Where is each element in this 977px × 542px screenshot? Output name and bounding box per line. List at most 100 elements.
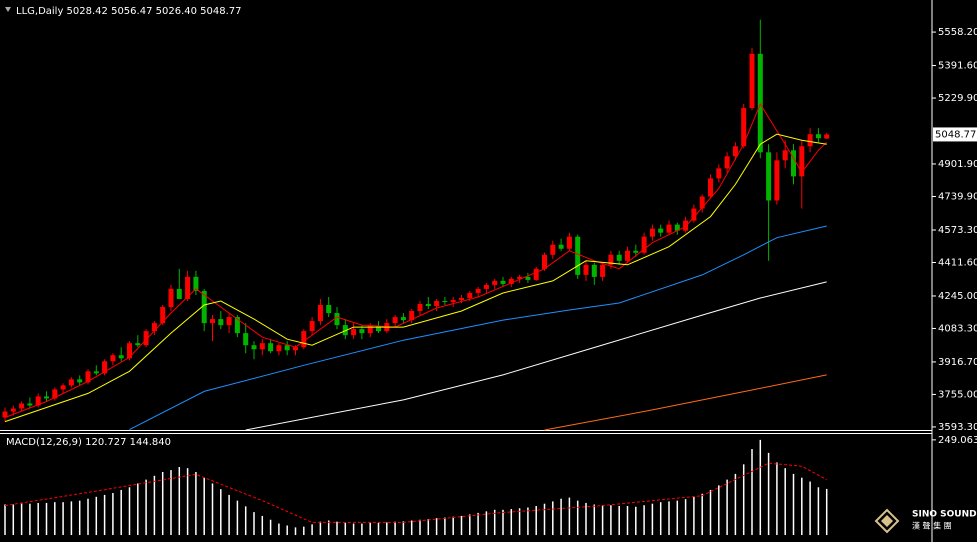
candle-body <box>251 345 257 350</box>
candle-body <box>68 379 74 386</box>
candle-body <box>10 408 16 412</box>
candle-body <box>442 300 448 302</box>
candle-body <box>52 389 58 399</box>
candle-body <box>309 321 315 332</box>
candle-body <box>450 299 456 302</box>
last-price-box <box>933 127 977 142</box>
candle-body <box>143 331 149 346</box>
y-tick-label: 5229.90 <box>938 93 977 104</box>
candle-body <box>508 278 514 284</box>
signal-line <box>4 462 827 523</box>
candle-body <box>724 156 730 169</box>
y-tick-label: 5391.60 <box>938 61 977 72</box>
candle-body <box>766 152 772 201</box>
candle-body <box>467 292 473 298</box>
candle-body <box>210 319 215 324</box>
candle-body <box>741 108 747 147</box>
moving-average <box>129 225 827 431</box>
candle-body <box>791 150 796 177</box>
candle-body <box>591 264 597 277</box>
candle-body <box>342 325 348 336</box>
candle-body <box>533 268 539 280</box>
candle-body <box>2 411 8 418</box>
candle-body <box>359 329 365 334</box>
candle-body <box>658 228 664 233</box>
candle-body <box>151 323 157 332</box>
moving-average <box>544 374 827 431</box>
candle-body <box>475 288 481 293</box>
candle-body <box>284 345 290 351</box>
candle-body <box>616 254 622 261</box>
candle-body <box>583 264 589 275</box>
candle-body <box>185 276 191 299</box>
candle-body <box>176 288 182 299</box>
candle-body <box>824 134 830 139</box>
candle-body <box>243 333 249 346</box>
candle-body <box>625 250 630 261</box>
watermark-logo <box>874 508 900 534</box>
candle-body <box>351 329 357 336</box>
candle-body <box>168 288 174 308</box>
candle-body <box>19 403 25 409</box>
y-tick-label: 249.063 <box>938 435 977 446</box>
candle-body <box>641 236 647 253</box>
candle-body <box>500 280 506 284</box>
y-tick-label: 4739.90 <box>938 192 977 203</box>
y-tick-label: 4083.30 <box>938 323 977 334</box>
candle-body <box>409 311 415 321</box>
candle-body <box>708 178 713 197</box>
candle-body <box>367 326 373 334</box>
candle-body <box>732 146 738 157</box>
candle-body <box>799 146 805 177</box>
candle-body <box>276 345 282 352</box>
candle-body <box>400 317 406 321</box>
candle-body <box>633 250 639 253</box>
candle-body <box>749 53 755 109</box>
y-tick-label: 4411.60 <box>938 257 977 268</box>
y-tick-label: 4245.00 <box>938 291 977 302</box>
candle-body <box>807 134 813 147</box>
candle-body <box>93 371 99 374</box>
y-tick-label: 3755.00 <box>938 389 977 400</box>
candle-body <box>102 361 108 374</box>
candle-body <box>201 290 207 324</box>
candle-body <box>218 319 224 326</box>
candle-body <box>334 313 340 326</box>
candle-body <box>376 326 381 332</box>
y-tick-label: 5558.20 <box>938 27 977 38</box>
candle-body <box>27 403 33 406</box>
candle-body <box>44 396 49 399</box>
y-tick-label: 4901.90 <box>938 159 977 170</box>
candle-body <box>234 317 240 334</box>
candle-body <box>259 343 265 350</box>
candle-body <box>566 236 572 249</box>
candle-body <box>550 244 556 255</box>
candle-body <box>525 276 531 280</box>
candle-body <box>674 224 680 231</box>
candle-body <box>782 150 788 161</box>
candle-body <box>600 264 606 277</box>
candle-body <box>666 224 672 233</box>
candle-body <box>60 385 66 390</box>
candle-body <box>118 355 124 359</box>
candle-body <box>293 347 298 351</box>
title-icon <box>5 7 11 12</box>
moving-average <box>245 281 827 431</box>
y-tick-label: 3916.70 <box>938 357 977 368</box>
candle-body <box>226 317 232 326</box>
candle-body <box>459 297 464 300</box>
candle-body <box>35 396 41 406</box>
candle-body <box>542 254 547 269</box>
candle-body <box>135 343 141 346</box>
candle-body <box>575 236 581 275</box>
candle-body <box>815 134 821 139</box>
candle-body <box>517 276 523 279</box>
candle-body <box>160 307 166 324</box>
macd-title: MACD(12,26,9) 120.727 144.840 <box>6 437 171 448</box>
moving-average <box>4 133 827 423</box>
candle-body <box>127 343 132 359</box>
candle-body <box>774 160 780 201</box>
candle-body <box>691 208 697 221</box>
